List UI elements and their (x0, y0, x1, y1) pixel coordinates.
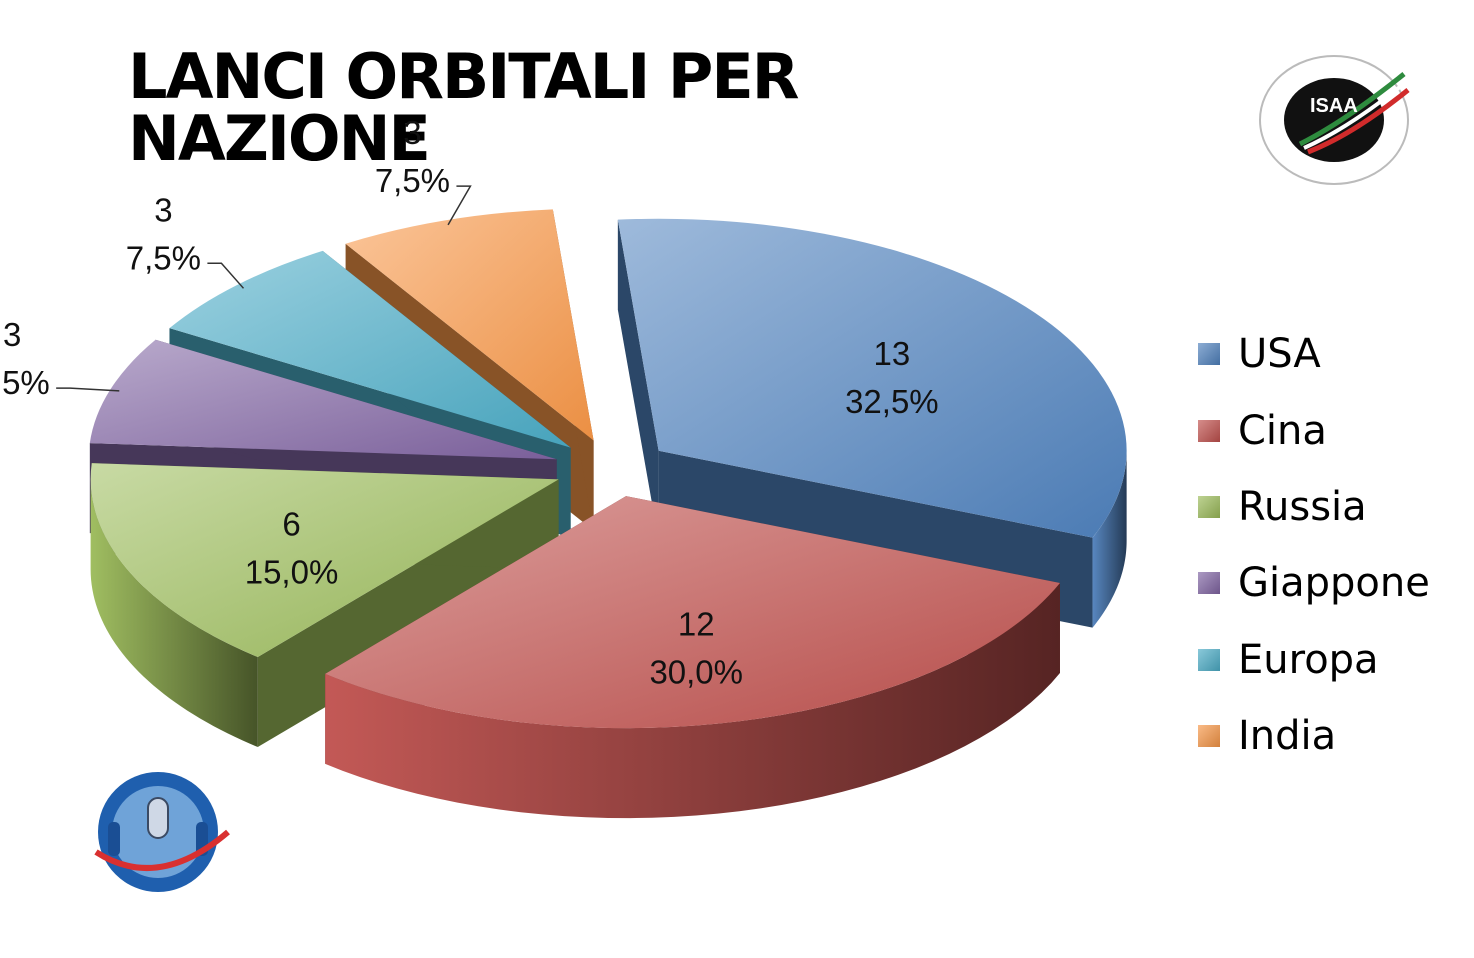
legend-label-russia: Russia (1238, 483, 1367, 530)
legend-swatch-giappone (1198, 572, 1220, 595)
legend-swatch-usa (1198, 343, 1220, 366)
legend-label-europa: Europa (1238, 636, 1379, 683)
data-label-percent-usa: 32,5% (845, 383, 939, 420)
legend-label-giappone: Giappone (1238, 560, 1430, 607)
legend-swatch-europa (1198, 648, 1220, 671)
pie-slice-cina (325, 496, 1060, 819)
isaa-logo-text: ISAA (1310, 95, 1358, 117)
leader-line-europa (207, 262, 245, 289)
chart-legend: USA Cina Russia Giappone Europa India (1198, 316, 1430, 774)
legend-label-cina: Cina (1238, 407, 1327, 454)
legend-item-cina: Cina (1198, 392, 1430, 468)
data-label-value-cina: 12 (678, 606, 715, 643)
data-label-value-usa: 13 (874, 335, 911, 372)
legend-item-india: India (1198, 698, 1430, 774)
legend-swatch-india (1198, 725, 1220, 748)
legend-swatch-russia (1198, 495, 1220, 518)
podcast-logo (94, 772, 230, 892)
data-label-value-russia: 6 (282, 506, 300, 543)
legend-label-usa: USA (1238, 331, 1321, 378)
data-label-percent-giappone: 7,5% (0, 364, 50, 401)
chart-title: LANCI ORBITALI PER NAZIONE (128, 40, 799, 175)
data-label-percent-cina: 30,0% (649, 654, 743, 691)
data-label-percent-russia: 15,0% (245, 554, 339, 591)
data-label-percent-india: 7,5% (375, 162, 450, 199)
isaa-logo: ISAA (1259, 55, 1410, 185)
data-label-value-giappone: 3 (3, 316, 21, 353)
legend-item-europa: Europa (1198, 622, 1430, 698)
pie-slice-russia (90, 463, 559, 748)
legend-item-russia: Russia (1198, 469, 1430, 545)
data-label-percent-europa: 7,5% (126, 239, 201, 276)
leader-line-india (447, 185, 472, 226)
data-label-value-europa: 3 (154, 191, 172, 228)
data-label-value-india: 3 (403, 114, 421, 151)
legend-label-india: India (1238, 713, 1337, 760)
leader-line-giappone (56, 387, 120, 392)
legend-swatch-cina (1198, 419, 1220, 442)
legend-item-usa: USA (1198, 316, 1430, 392)
legend-item-giappone: Giappone (1198, 545, 1430, 621)
